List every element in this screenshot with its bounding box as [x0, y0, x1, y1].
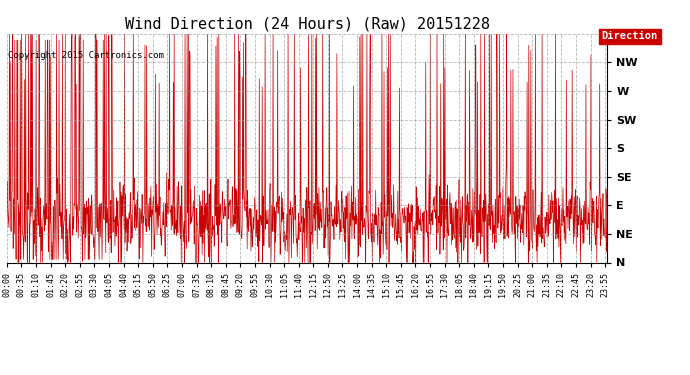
Text: Direction: Direction — [602, 32, 658, 41]
Title: Wind Direction (24 Hours) (Raw) 20151228: Wind Direction (24 Hours) (Raw) 20151228 — [125, 16, 489, 31]
Text: Copyright 2015 Cartronics.com: Copyright 2015 Cartronics.com — [8, 51, 164, 60]
